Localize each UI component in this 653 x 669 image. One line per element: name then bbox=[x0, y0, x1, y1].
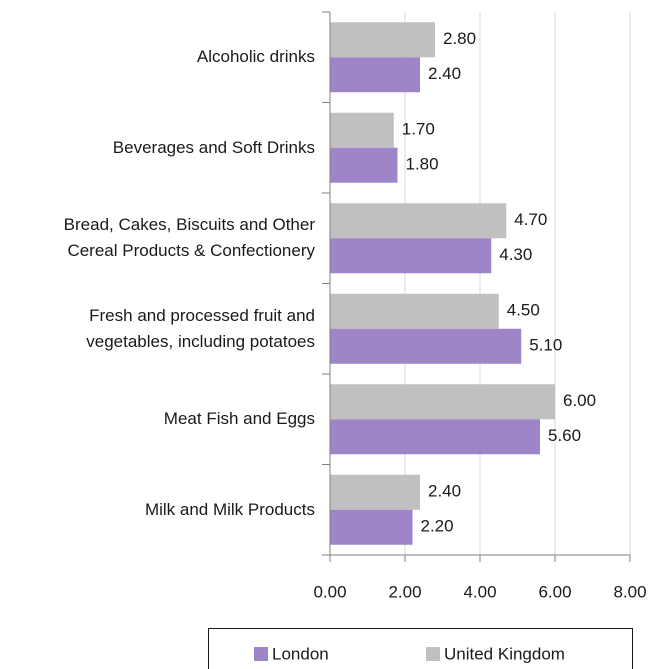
category-label: Bread, Cakes, Biscuits and Other Cereal … bbox=[63, 215, 315, 261]
bar bbox=[330, 112, 394, 148]
value-label: 4.30 bbox=[499, 245, 532, 264]
bar bbox=[330, 328, 522, 364]
value-label: 6.00 bbox=[563, 391, 596, 410]
category-label: Beverages and Soft Drinks bbox=[112, 137, 315, 157]
value-label: 1.70 bbox=[402, 120, 435, 139]
value-label: 4.70 bbox=[514, 210, 547, 229]
legend-swatch bbox=[254, 647, 268, 661]
legend-label: United Kingdom bbox=[444, 644, 565, 663]
x-tick-label: 8.00 bbox=[613, 582, 646, 601]
category-label: Fresh and processed fruit and vegetables… bbox=[86, 305, 315, 351]
x-tick-label: 4.00 bbox=[463, 582, 496, 601]
category-label: Alcoholic drinks bbox=[196, 47, 315, 67]
bar bbox=[330, 293, 499, 329]
legend-label: London bbox=[272, 644, 329, 663]
category-label: Milk and Milk Products bbox=[144, 499, 315, 519]
x-tick-label: 6.00 bbox=[538, 582, 571, 601]
bar bbox=[330, 22, 435, 58]
category-label: Meat Fish and Eggs bbox=[163, 409, 315, 429]
value-label: 5.60 bbox=[548, 426, 581, 445]
bar bbox=[330, 203, 507, 239]
bar bbox=[330, 384, 555, 420]
value-label: 2.40 bbox=[428, 482, 461, 501]
bar bbox=[330, 147, 398, 183]
value-label: 4.50 bbox=[507, 301, 540, 320]
x-tick-label: 0.00 bbox=[313, 582, 346, 601]
value-label: 5.10 bbox=[529, 336, 562, 355]
value-label: 2.20 bbox=[421, 517, 454, 536]
bar bbox=[330, 419, 540, 455]
legend-box bbox=[208, 628, 633, 669]
value-label: 2.40 bbox=[428, 64, 461, 83]
legend-swatch bbox=[426, 647, 440, 661]
value-label: 2.80 bbox=[443, 29, 476, 48]
bar bbox=[330, 57, 420, 93]
bar bbox=[330, 238, 492, 274]
x-tick-label: 2.00 bbox=[388, 582, 421, 601]
bar bbox=[330, 509, 413, 545]
bar bbox=[330, 474, 420, 510]
value-label: 1.80 bbox=[406, 155, 439, 174]
